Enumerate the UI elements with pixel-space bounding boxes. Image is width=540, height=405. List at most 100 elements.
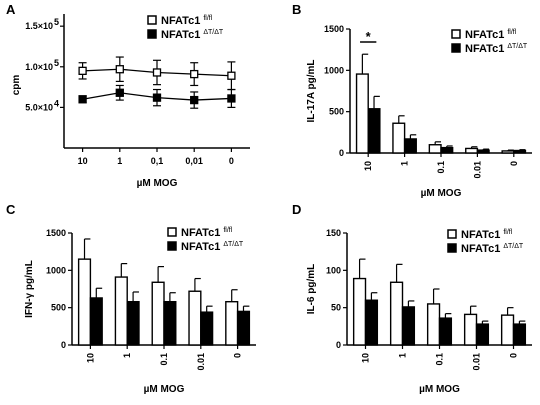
bar [364,299,379,346]
bar [389,281,404,346]
legend-label: NFATc1 ΔT/ΔT [181,241,244,253]
bar [401,306,416,346]
data-point [115,65,124,74]
bar [426,303,441,346]
x-tick-label: 0,01 [185,156,203,166]
x-tick-label: 0.01 [196,353,206,371]
x-tick-label: 1 [122,353,132,358]
y-tick-label: 500 [51,303,66,313]
data-point [115,88,124,97]
data-point [227,94,236,103]
panel-c: C 0 500 1000 1500 10 1 0.1 0.01 0 IFN-γ pg/mL µM MO… [6,202,256,395]
bar [500,314,515,346]
legend-superscript: ΔT/ΔT [203,29,224,36]
y-axis-title: IFN-γ pg/mL [24,260,35,318]
y-tick-label: 50 [331,303,341,313]
data-point [227,71,236,80]
bar [89,297,103,346]
x-tick-label: 0.01 [472,353,482,371]
x-tick-label: 1 [398,353,408,358]
x-tick-label: 10 [361,353,371,363]
x-tick-label: 1 [400,161,410,166]
data-point [78,66,87,75]
x-tick-label: 10 [363,161,373,171]
legend-label: NFATc1 ΔT/ΔT [461,243,524,255]
legend-name: NFATc1 [465,29,504,41]
bar [200,311,214,346]
bar [355,73,369,154]
panel-b: B 0 500 1000 1500 10 1 0.1 0.01 0 IL-17A pg/mL µM M… [292,2,532,199]
legend-label: NFATc1 fl/fl [461,229,513,241]
y-axis-title: IL-17A pg/mL [306,60,317,123]
legend-label: NFATc1 ΔT/ΔT [465,43,528,55]
legend-swatch [447,229,457,239]
x-tick-label: 0.01 [472,161,482,179]
legend-name: NFATc1 [161,29,200,41]
legend-superscript: ΔT/ΔT [507,43,528,50]
panel-label: D [292,202,301,217]
y-tick-label: 1.5×10 [25,21,53,31]
significance-star: * [366,29,372,44]
x-tick-label: 10 [78,156,88,166]
panel-d: D 0 50 100 150 10 1 0.1 0.01 0 IL-6 pg/mL µM MOG NFA… [292,202,532,395]
y-tick-label: 1.0×10 [25,62,53,72]
bar [475,323,490,346]
bar [225,300,239,346]
bar [476,149,490,154]
x-tick-label: 0.1 [159,353,169,366]
y-axis-title: IL-6 pg/mL [306,264,317,315]
bar [463,313,478,346]
bar [126,300,140,346]
bar [428,144,442,154]
x-tick-label: 0 [509,161,519,166]
legend-name: NFATc1 [181,241,220,253]
legend-name: NFATc1 [161,15,200,27]
panel-label: A [6,2,16,17]
x-axis-title: µM MOG [144,384,185,395]
legend-label: NFATc1 fl/fl [465,29,517,41]
bar [465,147,479,154]
y-tick-label: 100 [326,265,341,275]
bar [512,323,527,346]
bar [114,276,128,346]
y-tick-label: 500 [329,107,344,117]
legend-swatch [167,241,177,251]
bar [188,290,202,346]
y-tick-label: 5.0×10 [25,102,53,112]
panel-label: C [6,202,16,217]
y-axis-title: cpm [11,75,22,96]
legend-swatch [147,29,157,39]
y-tick-label: 0 [339,148,344,158]
legend-superscript: fl/fl [507,29,516,36]
x-tick-label: 0,1 [151,156,164,166]
y-tick-label: 0 [336,340,341,350]
y-tick-label: 0 [61,340,66,350]
y-tick-label: 150 [326,228,341,238]
y-tick-exponent: 5 [54,58,59,68]
y-tick-exponent: 4 [54,98,59,108]
y-tick-exponent: 5 [54,17,59,27]
legend-superscript: fl/fl [223,227,232,234]
x-tick-label: 10 [85,353,95,363]
bar [236,310,251,346]
bar [392,122,406,154]
bar [367,108,381,154]
x-tick-label: 0 [229,156,234,166]
x-axis-title: µM MOG [419,384,460,395]
bar [151,281,165,346]
bar [352,277,367,346]
legend-superscript: fl/fl [503,229,512,236]
panel-label: B [292,2,301,17]
legend-swatch [451,29,461,39]
y-tick-label: 1500 [46,228,66,238]
legend-swatch [451,43,461,53]
y-tick-label: 1500 [324,24,344,34]
y-tick-label: 1000 [324,65,344,75]
x-axis-title: µM MOG [137,178,178,189]
y-tick-label: 1000 [46,265,66,275]
bar [438,317,453,346]
legend-name: NFATc1 [181,227,220,239]
legend-superscript: ΔT/ΔT [503,243,524,250]
